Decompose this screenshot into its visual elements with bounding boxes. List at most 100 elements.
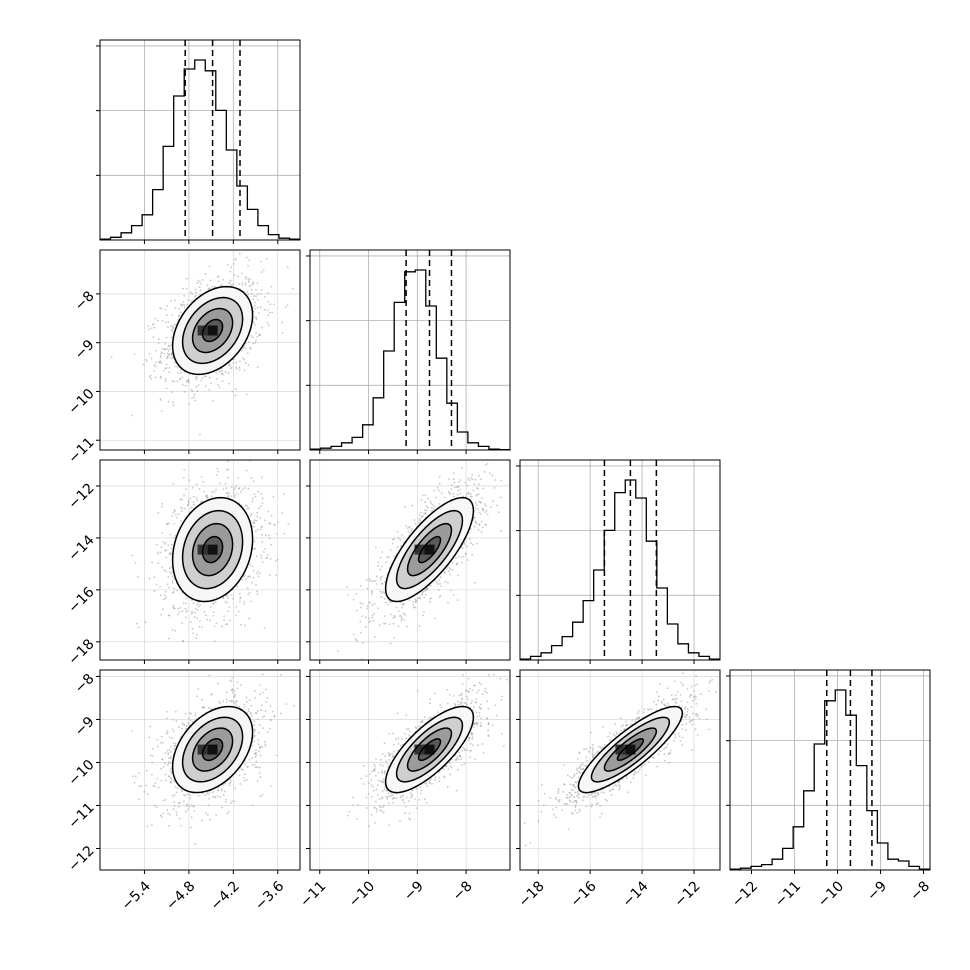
sample-point: [471, 553, 474, 556]
sample-point: [179, 311, 182, 314]
sample-point: [452, 478, 455, 481]
sample-point: [183, 724, 186, 727]
sample-point: [237, 275, 239, 278]
sample-point: [406, 625, 409, 628]
sample-point: [242, 347, 245, 349]
sample-point: [401, 534, 403, 537]
sample-point: [493, 486, 496, 489]
sample-point: [240, 767, 242, 769]
sample-point: [249, 346, 251, 349]
sample-point: [171, 391, 173, 393]
sample-point: [239, 600, 241, 603]
sample-point: [266, 292, 269, 294]
sample-point: [379, 578, 382, 581]
sample-point: [249, 575, 251, 578]
panel-frame: [519, 459, 721, 661]
sample-point: [176, 366, 179, 369]
sample-point: [482, 508, 484, 511]
sample-point: [182, 639, 184, 642]
sample-point: [252, 480, 255, 483]
sample-point: [148, 577, 151, 580]
sample-point: [419, 516, 422, 519]
sample-point: [232, 597, 235, 600]
sample-point: [259, 306, 262, 308]
sample-point: [195, 385, 198, 388]
sample-point: [176, 589, 179, 592]
sample-point: [263, 296, 266, 298]
sample-point: [245, 276, 248, 278]
sample-point: [171, 795, 174, 797]
sample-point: [398, 615, 401, 617]
sample-point: [425, 588, 427, 591]
sample-point: [367, 617, 370, 620]
sample-point: [160, 767, 163, 770]
sample-point: [433, 489, 436, 492]
sample-point: [478, 524, 481, 526]
sample-point: [184, 384, 187, 387]
sample-point: [254, 304, 257, 307]
sample-point: [189, 291, 192, 294]
sample-point: [423, 610, 425, 613]
sample-point: [146, 793, 149, 796]
sample-point: [181, 790, 184, 793]
sample-point: [271, 311, 274, 314]
sample-point: [457, 486, 459, 489]
sample-point: [157, 319, 160, 322]
sample-point: [197, 384, 200, 387]
sample-point: [216, 276, 219, 279]
sample-point: [131, 554, 134, 557]
sample-point: [457, 489, 460, 492]
sample-point: [163, 348, 166, 351]
sample-point: [404, 613, 407, 616]
sample-point: [262, 727, 264, 730]
sample-point: [255, 760, 258, 763]
sample-point: [165, 570, 167, 573]
sample-point: [381, 565, 383, 568]
sample-point: [259, 754, 262, 757]
sample-point: [240, 272, 243, 275]
sample-point: [254, 495, 257, 498]
sample-point: [225, 487, 228, 490]
sample-point: [160, 815, 163, 818]
sample-point: [168, 586, 170, 589]
sample-point: [158, 361, 160, 364]
sample-point: [257, 528, 259, 531]
sample-point: [201, 819, 204, 822]
sample-point: [164, 597, 167, 600]
sample-point: [355, 592, 358, 595]
sample-point: [165, 732, 168, 735]
sample-point: [210, 495, 213, 498]
sample-point: [228, 382, 230, 385]
sample-point: [266, 556, 269, 559]
sample-point: [250, 514, 252, 517]
sample-point: [467, 477, 470, 480]
sample-point: [185, 380, 188, 383]
sample-point: [138, 785, 141, 788]
sample-point: [184, 616, 187, 619]
sample-point: [253, 540, 256, 543]
sample-point: [275, 532, 278, 535]
sample-point: [259, 505, 262, 508]
sample-point: [178, 817, 181, 820]
sample-point: [475, 501, 477, 504]
sample-point: [477, 529, 480, 531]
sample-point: [234, 394, 237, 397]
sample-point: [224, 623, 227, 626]
sample-point: [260, 709, 263, 712]
sample-point: [183, 494, 186, 497]
sample-point: [371, 614, 374, 617]
sample-point: [423, 596, 426, 599]
sample-point: [160, 362, 163, 364]
sample-point: [155, 543, 158, 546]
panel-frame: [99, 249, 301, 451]
sample-point: [185, 727, 188, 730]
sample-point: [264, 308, 266, 311]
y-tick-label: −8: [72, 288, 98, 314]
sample-point: [160, 551, 162, 554]
sample-point: [239, 684, 242, 686]
sample-point: [171, 580, 174, 583]
contour-line: [181, 296, 244, 365]
sample-point: [171, 357, 174, 359]
sample-point: [190, 506, 193, 509]
sample-point: [393, 538, 396, 541]
